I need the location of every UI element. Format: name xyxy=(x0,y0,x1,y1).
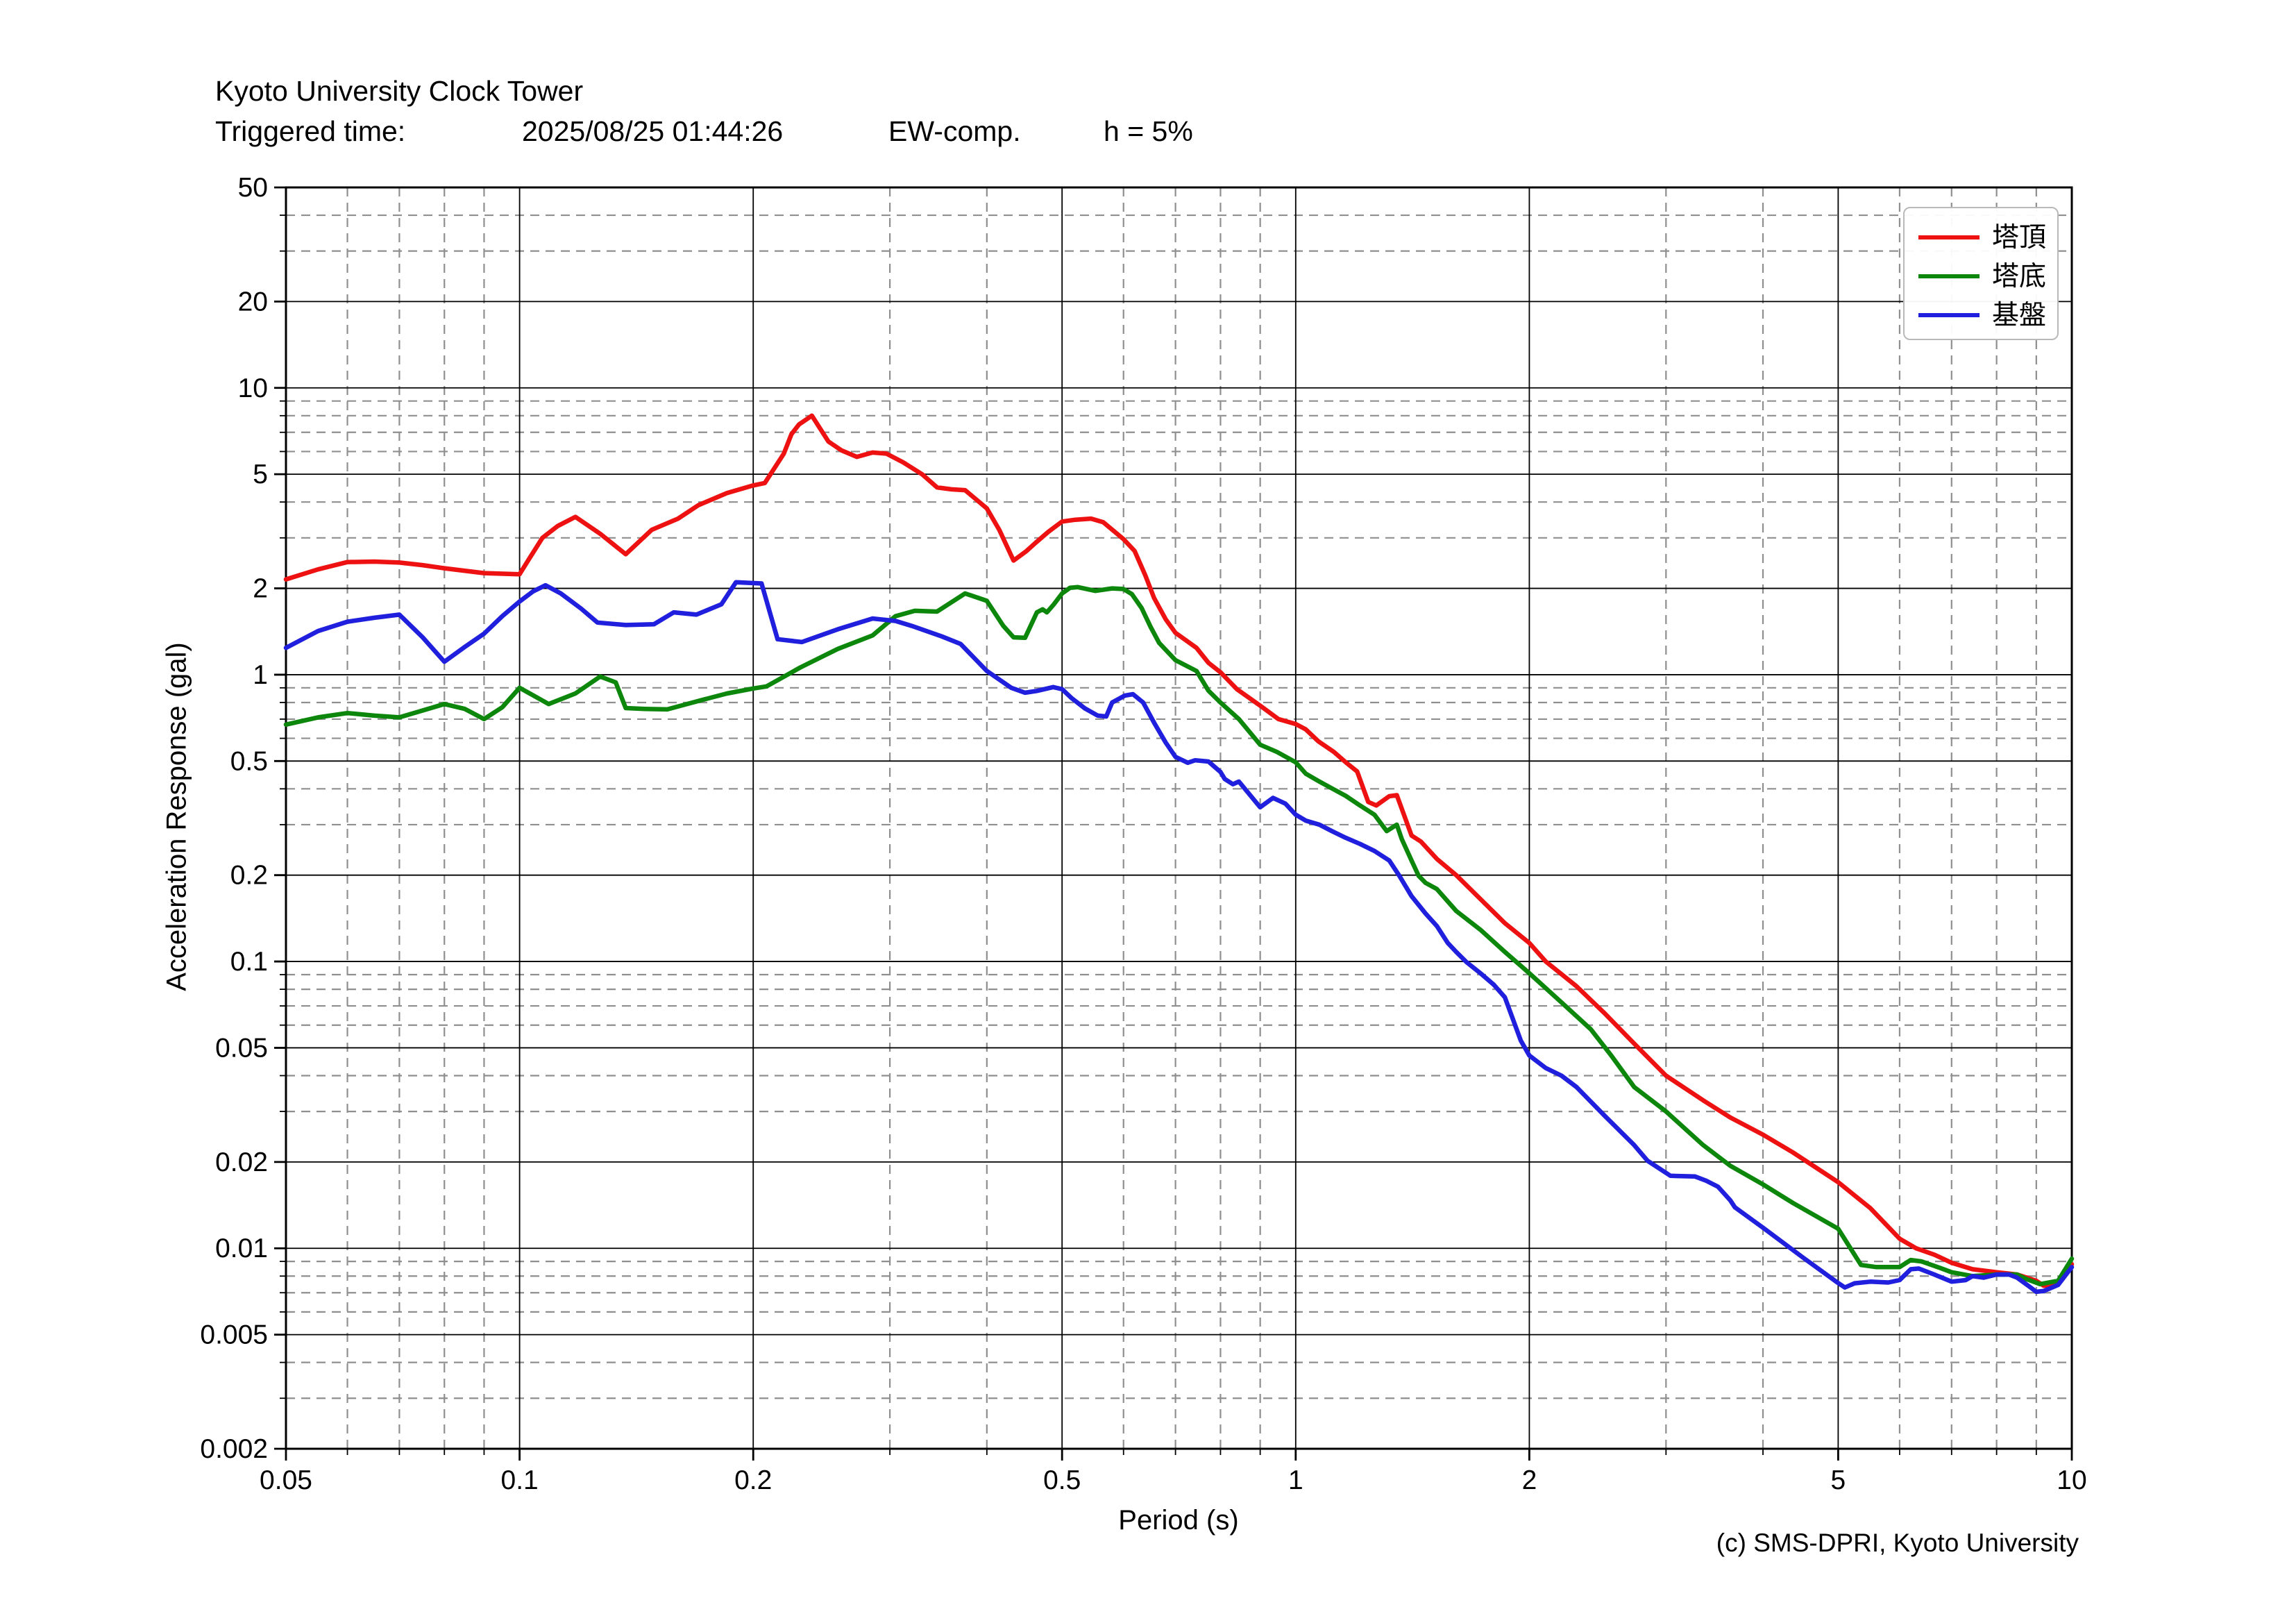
copyright-credit: (c) SMS-DPRI, Kyoto University xyxy=(1716,1529,2079,1557)
triggered-time-value: 2025/08/25 01:44:26 xyxy=(522,115,784,147)
svg-text:20: 20 xyxy=(238,287,268,317)
damping-label: h = 5% xyxy=(1104,115,1193,147)
svg-text:10: 10 xyxy=(2057,1465,2086,1495)
svg-text:0.1: 0.1 xyxy=(501,1465,539,1495)
svg-text:0.002: 0.002 xyxy=(200,1434,268,1464)
svg-text:0.1: 0.1 xyxy=(230,947,268,977)
y-axis-title: Acceleration Response (gal) xyxy=(161,642,192,991)
svg-text:5: 5 xyxy=(1831,1465,1846,1495)
svg-text:0.05: 0.05 xyxy=(215,1033,268,1063)
svg-text:0.5: 0.5 xyxy=(1043,1465,1081,1495)
svg-text:1: 1 xyxy=(1288,1465,1303,1495)
svg-text:50: 50 xyxy=(238,173,268,203)
svg-text:0.05: 0.05 xyxy=(260,1465,312,1495)
page-title: Kyoto University Clock Tower xyxy=(215,75,584,107)
legend-row-tocho: 塔頂 xyxy=(1918,218,2057,257)
svg-text:0.2: 0.2 xyxy=(734,1465,772,1495)
svg-text:10: 10 xyxy=(238,373,268,403)
legend-label-totei: 塔底 xyxy=(1992,261,2047,292)
svg-text:2: 2 xyxy=(1522,1465,1537,1495)
green-line-swatch xyxy=(1918,274,1980,278)
svg-text:0.01: 0.01 xyxy=(215,1234,268,1263)
svg-text:0.5: 0.5 xyxy=(230,746,268,776)
svg-text:5: 5 xyxy=(253,460,268,489)
legend-row-kiban: 基盤 xyxy=(1918,296,2057,335)
legend-label-tocho: 塔頂 xyxy=(1992,222,2047,253)
svg-text:1: 1 xyxy=(253,660,268,690)
legend: 塔頂 塔底 基盤 xyxy=(1903,207,2059,340)
legend-row-totei: 塔底 xyxy=(1918,257,2057,296)
svg-text:0.005: 0.005 xyxy=(200,1320,268,1350)
legend-label-kiban: 基盤 xyxy=(1992,300,2047,330)
triggered-time-label: Triggered time: xyxy=(215,115,406,147)
red-line-swatch xyxy=(1918,235,1980,239)
component-label: EW-comp. xyxy=(888,115,1021,147)
svg-text:0.2: 0.2 xyxy=(230,861,268,891)
svg-text:2: 2 xyxy=(253,574,268,604)
blue-line-swatch xyxy=(1918,313,1980,317)
svg-text:0.02: 0.02 xyxy=(215,1147,268,1177)
x-axis-title: Period (s) xyxy=(1118,1505,1239,1536)
